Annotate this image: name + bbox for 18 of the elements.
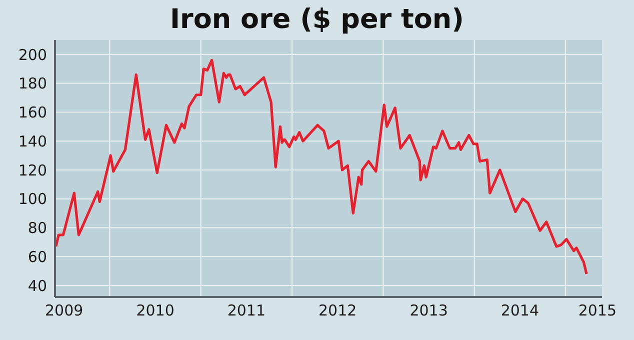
y-tick-label: 100 — [18, 190, 47, 208]
y-tick-label: 200 — [18, 46, 47, 64]
y-tick-label: 140 — [18, 132, 47, 150]
x-tick-label: 2015 — [578, 302, 617, 320]
chart-title: Iron ore ($ per ton) — [168, 3, 465, 37]
x-tick-label: 2011 — [227, 302, 266, 320]
y-tick-label: 40 — [28, 276, 47, 295]
y-tick-label: 120 — [18, 161, 47, 180]
y-tick-label: 160 — [18, 104, 47, 122]
y-tick-label: 80 — [28, 219, 47, 238]
y-tick-label: 60 — [28, 248, 47, 266]
x-tick-label: 2009 — [45, 302, 84, 320]
x-tick-label: 2012 — [318, 302, 357, 320]
line-series — [55, 58, 588, 276]
y-tick-label: 180 — [18, 74, 47, 93]
x-tick-label: 2010 — [136, 302, 174, 320]
x-tick-label: 2014 — [500, 302, 540, 320]
x-tick-label: 2013 — [410, 302, 448, 320]
